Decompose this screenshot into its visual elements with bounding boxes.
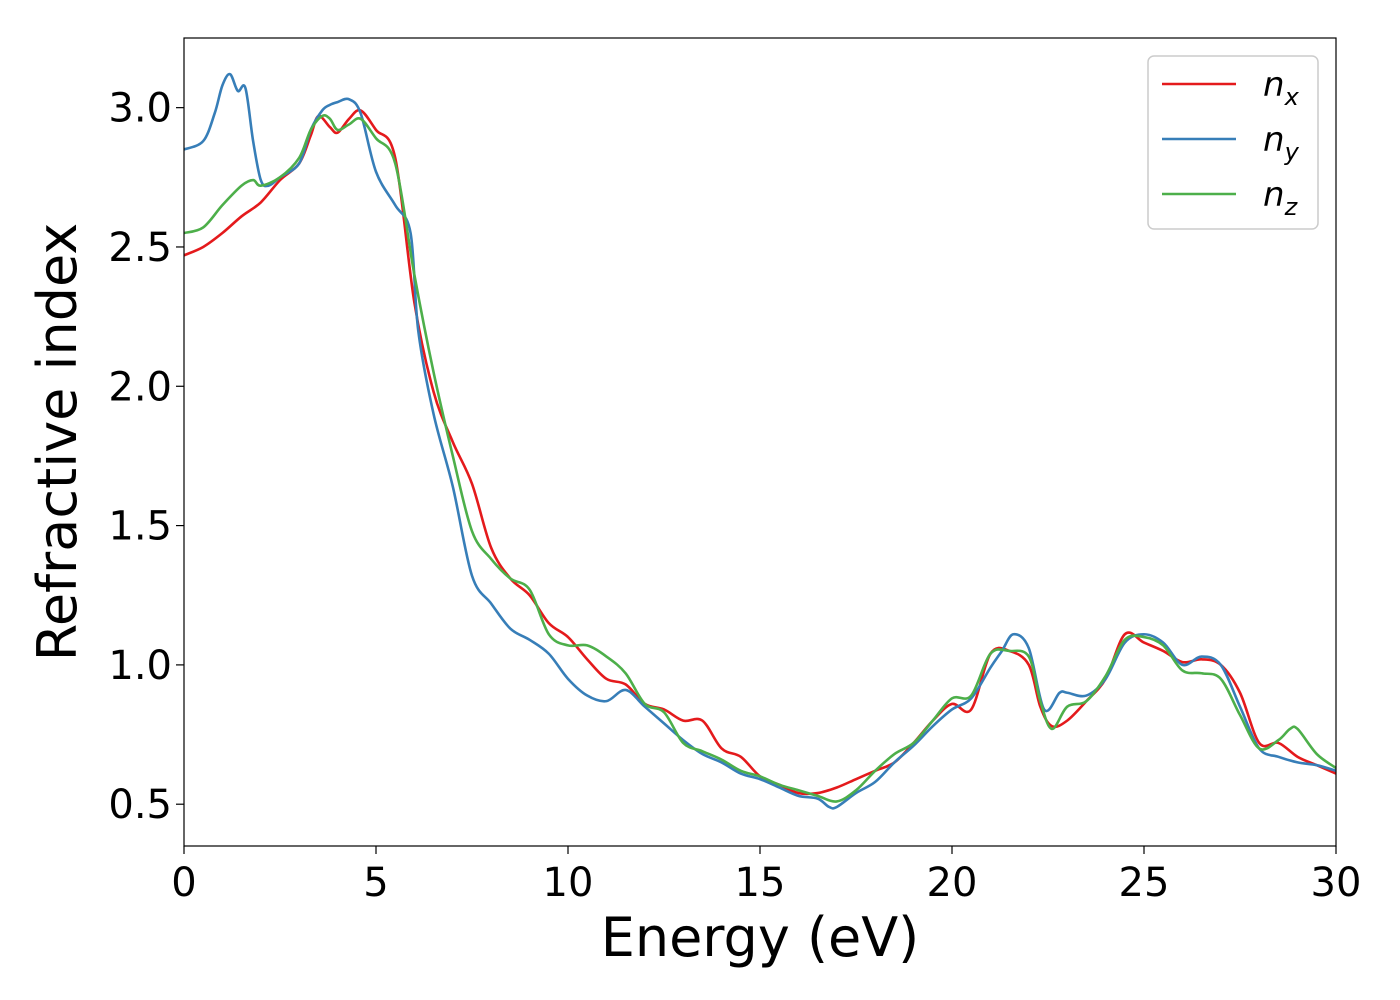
y-tick-label: 2.5 [108, 225, 172, 271]
legend-label-nz: nz [1263, 175, 1299, 221]
series-layer [184, 72, 1336, 810]
y-tick-label: 2.0 [108, 364, 172, 410]
x-axis: 0 5 10 15 20 25 30 [171, 846, 1361, 906]
series-line-nz [184, 114, 1336, 803]
x-tick-label: 0 [171, 860, 196, 906]
y-tick-label: 1.0 [108, 643, 172, 689]
x-tick-label: 10 [543, 860, 594, 906]
legend-label-base: n [1263, 175, 1285, 215]
y-tick-label: 3.0 [108, 86, 172, 132]
x-tick-label: 5 [363, 860, 388, 906]
x-tick-label: 15 [735, 860, 786, 906]
x-tick-label: 25 [1119, 860, 1170, 906]
x-tick-label: 20 [927, 860, 978, 906]
y-axis-title: Refractive index [26, 223, 89, 662]
legend-label-base: n [1263, 120, 1285, 160]
y-tick-label: 0.5 [108, 782, 172, 828]
y-tick-label: 1.5 [108, 504, 172, 550]
legend-label-base: n [1263, 65, 1285, 105]
legend-frame [1147, 55, 1319, 230]
x-axis-title: Energy (eV) [601, 906, 920, 969]
legend-label-subscript: y [1284, 138, 1300, 166]
legend-label-subscript: z [1284, 193, 1299, 221]
x-tick-label: 30 [1311, 860, 1362, 906]
series-line-nx [184, 108, 1336, 796]
legend-label-subscript: x [1284, 83, 1300, 111]
y-axis: 0.5 1.0 1.5 2.0 2.5 3.0 [108, 86, 184, 828]
legend-label-ny: ny [1263, 120, 1300, 166]
legend-label-nx: nx [1263, 65, 1300, 111]
